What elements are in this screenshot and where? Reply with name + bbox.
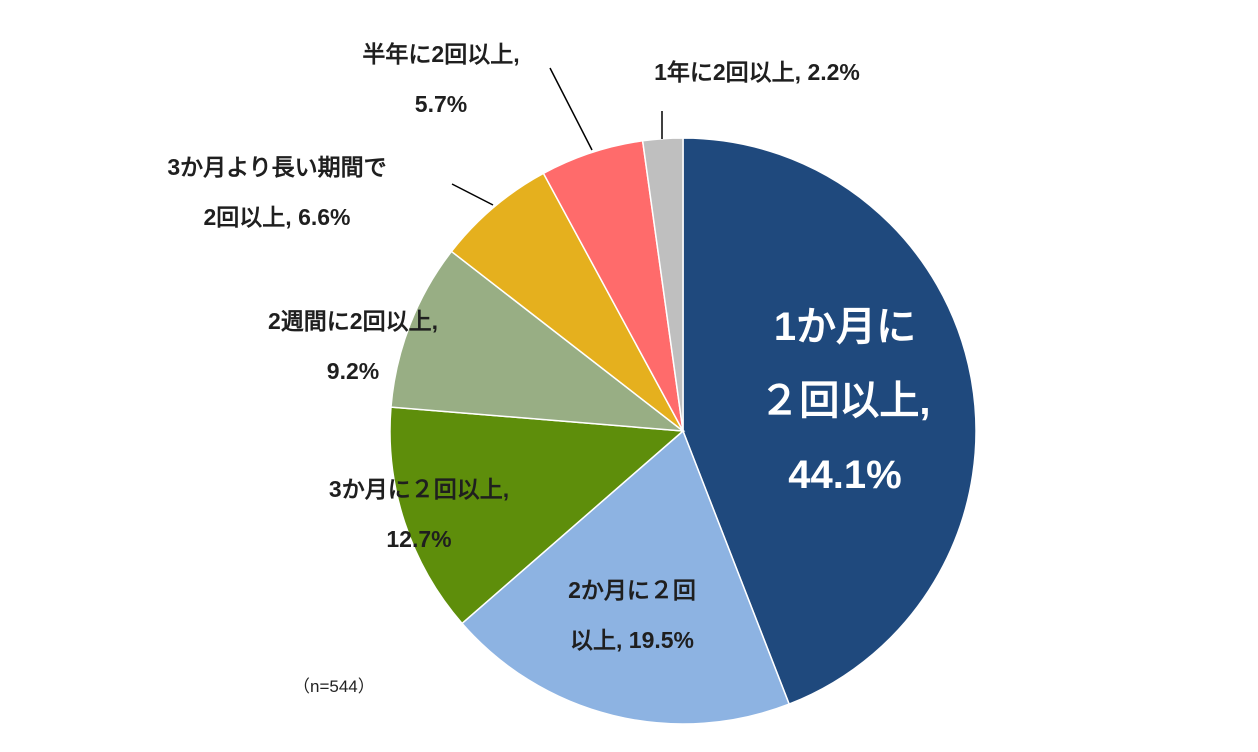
slice-label-line: 2回以上, 6.6% <box>204 204 351 230</box>
leader-line-5 <box>549 67 593 151</box>
slice-label-line: 3か月より長い期間で <box>167 154 386 180</box>
slice-label-1: 2か月に２回以上, 19.5% <box>568 577 696 653</box>
slice-label-line: ２回以上, <box>759 379 930 423</box>
slice-label-line: 2か月に２回 <box>568 577 696 603</box>
slice-label-line: 2週間に2回以上, <box>268 308 438 334</box>
pie-slice-4 <box>450 172 684 432</box>
pie-slice-0 <box>682 137 977 706</box>
pie-slices <box>389 137 977 725</box>
slice-label-line: 1年に2回以上, 2.2% <box>654 59 860 85</box>
sample-size-note: （n=544） <box>293 677 375 696</box>
slice-label-3: 2週間に2回以上, 9.2% <box>268 308 438 384</box>
slice-labels: 1か月に ２回以上, 44.1% 2か月に２回以上, 19.5% 3か月に２回以上, 12… <box>167 41 930 653</box>
leader-line-4 <box>451 183 494 206</box>
slice-label-line: 5.7% <box>415 91 467 117</box>
slice-label-line: 1か月に <box>774 305 916 349</box>
slice-label-line: 9.2% <box>327 358 379 384</box>
slice-label-line: 以上, 19.5% <box>570 627 694 653</box>
slice-label-0: 1か月に ２回以上, 44.1% <box>759 305 930 497</box>
slice-label-2: 3か月に２回以上, 12.7% <box>329 476 509 552</box>
slice-label-line: 44.1% <box>788 453 901 497</box>
pie-slice-2 <box>389 406 685 625</box>
slice-label-line: 12.7% <box>386 526 451 552</box>
pie-slice-3 <box>390 250 686 432</box>
slice-label-6: 1年に2回以上, 2.2% <box>654 59 860 85</box>
slice-label-line: 半年に2回以上, <box>362 41 519 67</box>
slice-label-5: 半年に2回以上, 5.7% <box>362 41 519 117</box>
pie-slice-1 <box>460 429 791 725</box>
slice-label-4: 3か月より長い期間で 2回以上, 6.6% <box>167 154 386 230</box>
pie-slice-6 <box>641 137 684 432</box>
slice-label-line: 3か月に２回以上, <box>329 476 509 502</box>
leader-lines <box>451 67 663 206</box>
